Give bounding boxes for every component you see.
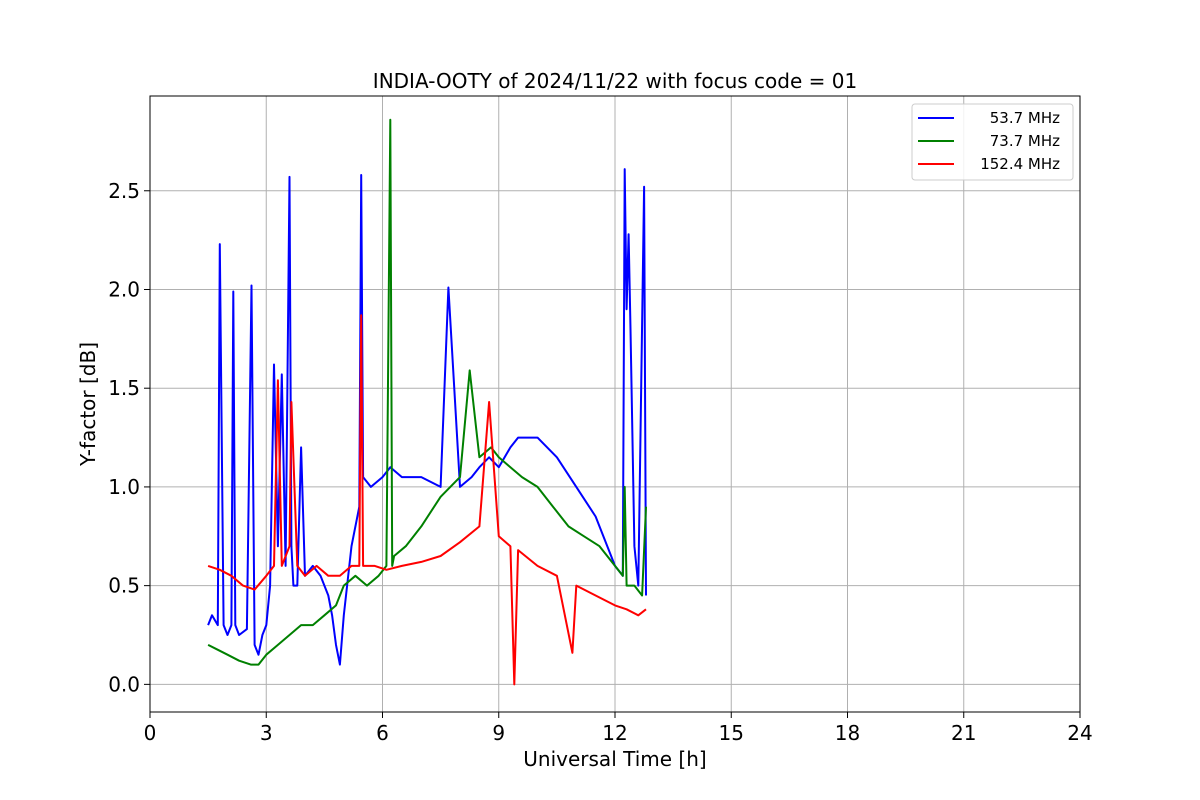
legend-label: 152.4 MHz [980,155,1060,173]
chart-title: INDIA-OOTY of 2024/11/22 with focus code… [373,69,857,93]
x-axis-label: Universal Time [h] [523,747,706,771]
legend: 53.7 MHz 73.7 MHz 152.4 MHz [911,103,1074,181]
y-tick-label: 2.5 [108,179,140,203]
x-tick-label: 12 [602,721,627,745]
series-line-0 [207,168,647,666]
x-tick-label: 0 [144,721,157,745]
x-tick-label: 24 [1067,721,1092,745]
x-tick-label: 6 [376,721,389,745]
y-tick-label: 1.5 [108,376,140,400]
x-tick-label: 15 [719,721,744,745]
x-tick-label: 3 [260,721,273,745]
legend-box [911,103,1074,181]
legend-label: 53.7 MHz [990,109,1060,127]
ticks: 0 3 6 9 12 15 18 21 24 0.0 0.5 1.0 1.5 2.0 2.5 [108,179,1093,745]
y-axis-label: Y-factor [dB] [76,342,100,467]
x-tick-label: 9 [492,721,505,745]
y-tick-label: 0.5 [108,574,140,598]
series-line-1 [207,118,647,666]
y-tick-label: 1.0 [108,475,140,499]
x-tick-label: 21 [951,721,976,745]
series-layer [207,118,647,686]
y-tick-label: 2.0 [108,277,140,301]
y-tick-label: 0.0 [108,672,140,696]
x-tick-label: 18 [835,721,860,745]
series-line-2 [207,314,647,686]
legend-label: 73.7 MHz [990,132,1060,150]
